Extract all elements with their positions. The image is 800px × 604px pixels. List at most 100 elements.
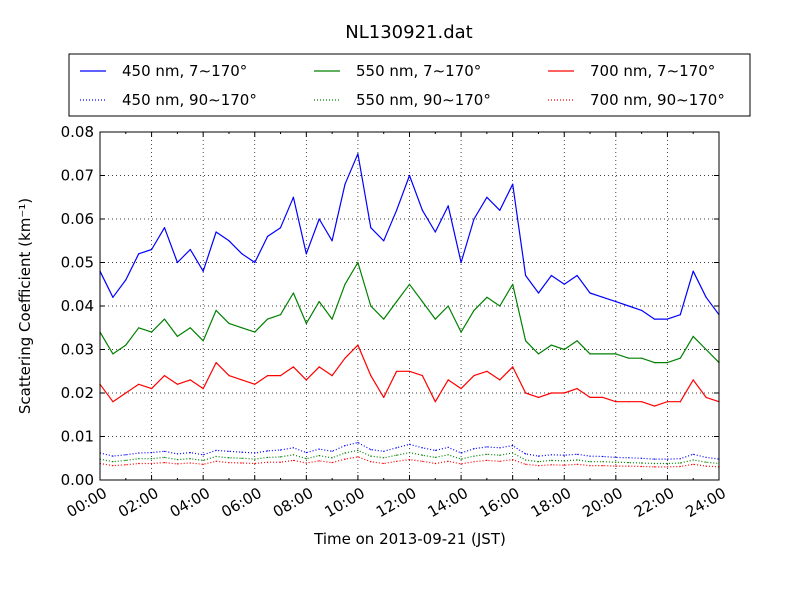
data-point <box>215 362 217 364</box>
data-point <box>679 401 681 403</box>
data-point <box>550 274 553 277</box>
data-point <box>125 459 127 461</box>
legend-box <box>68 53 751 117</box>
data-point <box>589 465 591 467</box>
data-point <box>331 462 333 464</box>
data-point <box>176 453 178 455</box>
data-point <box>589 292 591 294</box>
data-point <box>666 466 669 468</box>
data-point <box>318 366 320 368</box>
data-point <box>318 460 320 462</box>
data-point <box>357 442 359 444</box>
data-point <box>176 335 178 337</box>
data-point <box>563 460 565 462</box>
data-point <box>550 344 553 346</box>
data-point <box>447 446 449 448</box>
data-point <box>241 462 243 464</box>
data-point <box>447 305 449 307</box>
data-point <box>228 450 230 452</box>
x-axis-label: Time on 2013-09-21 (JST) <box>313 530 506 548</box>
data-point <box>666 318 669 320</box>
legend-label: 450 nm, 90∼170° <box>122 91 257 109</box>
data-point <box>125 279 127 281</box>
data-point <box>679 458 681 460</box>
data-point <box>215 231 217 233</box>
data-point <box>615 401 617 403</box>
data-point <box>189 458 191 460</box>
data-point <box>383 457 385 459</box>
data-point <box>189 248 191 251</box>
data-point <box>525 274 527 277</box>
data-point <box>486 296 488 298</box>
data-point <box>653 466 656 468</box>
data-point <box>215 460 217 462</box>
data-point <box>396 454 398 456</box>
data-point <box>666 462 669 465</box>
data-point <box>163 456 166 458</box>
data-point <box>292 459 294 461</box>
data-point <box>512 366 514 368</box>
data-point <box>189 462 191 464</box>
data-point <box>512 445 514 447</box>
data-point <box>486 446 488 448</box>
data-point <box>318 301 320 303</box>
data-point <box>267 461 269 463</box>
data-point <box>563 454 565 456</box>
data-point <box>163 462 166 464</box>
legend-label: 700 nm, 90∼170° <box>590 91 725 109</box>
data-point <box>473 455 475 457</box>
data-point <box>525 463 527 465</box>
data-point <box>189 452 191 454</box>
data-point <box>447 460 449 462</box>
data-point <box>357 456 359 458</box>
data-point <box>499 305 501 307</box>
data-point <box>202 270 204 272</box>
data-point <box>550 459 553 461</box>
data-point <box>692 459 694 461</box>
data-point <box>112 296 114 298</box>
data-point <box>176 383 178 385</box>
data-point <box>537 396 540 398</box>
data-point <box>525 453 527 455</box>
ticks <box>99 131 720 481</box>
data-point <box>460 458 462 460</box>
data-point <box>434 231 436 233</box>
data-point <box>602 455 604 458</box>
data-point <box>292 454 294 456</box>
legend-label: 550 nm, 90∼170° <box>356 91 491 109</box>
data-point <box>563 283 565 285</box>
data-point <box>202 454 204 456</box>
data-point <box>228 322 230 324</box>
data-point <box>305 462 307 464</box>
data-point <box>537 353 540 355</box>
data-point <box>499 447 501 449</box>
data-point <box>305 452 307 454</box>
data-point <box>138 462 140 465</box>
data-point <box>408 370 411 372</box>
data-point <box>576 274 578 277</box>
data-point <box>344 183 346 185</box>
data-point <box>254 452 256 454</box>
data-point <box>447 379 449 381</box>
data-point <box>486 196 488 198</box>
data-point <box>331 318 333 320</box>
data-point <box>396 460 398 462</box>
data-point <box>576 459 578 461</box>
data-point <box>421 375 423 377</box>
data-point <box>267 318 269 320</box>
data-point <box>499 460 501 462</box>
data-point <box>512 283 514 285</box>
data-point <box>602 396 604 398</box>
data-point <box>679 465 681 468</box>
data-point <box>499 454 501 456</box>
data-point <box>267 450 269 452</box>
data-point <box>692 270 694 272</box>
y-tick-label: 0.08 <box>61 123 94 141</box>
data-point <box>331 457 333 459</box>
data-point <box>163 375 166 377</box>
data-point <box>499 379 501 381</box>
data-point <box>408 174 411 177</box>
data-point <box>408 459 411 461</box>
data-point <box>151 462 153 465</box>
